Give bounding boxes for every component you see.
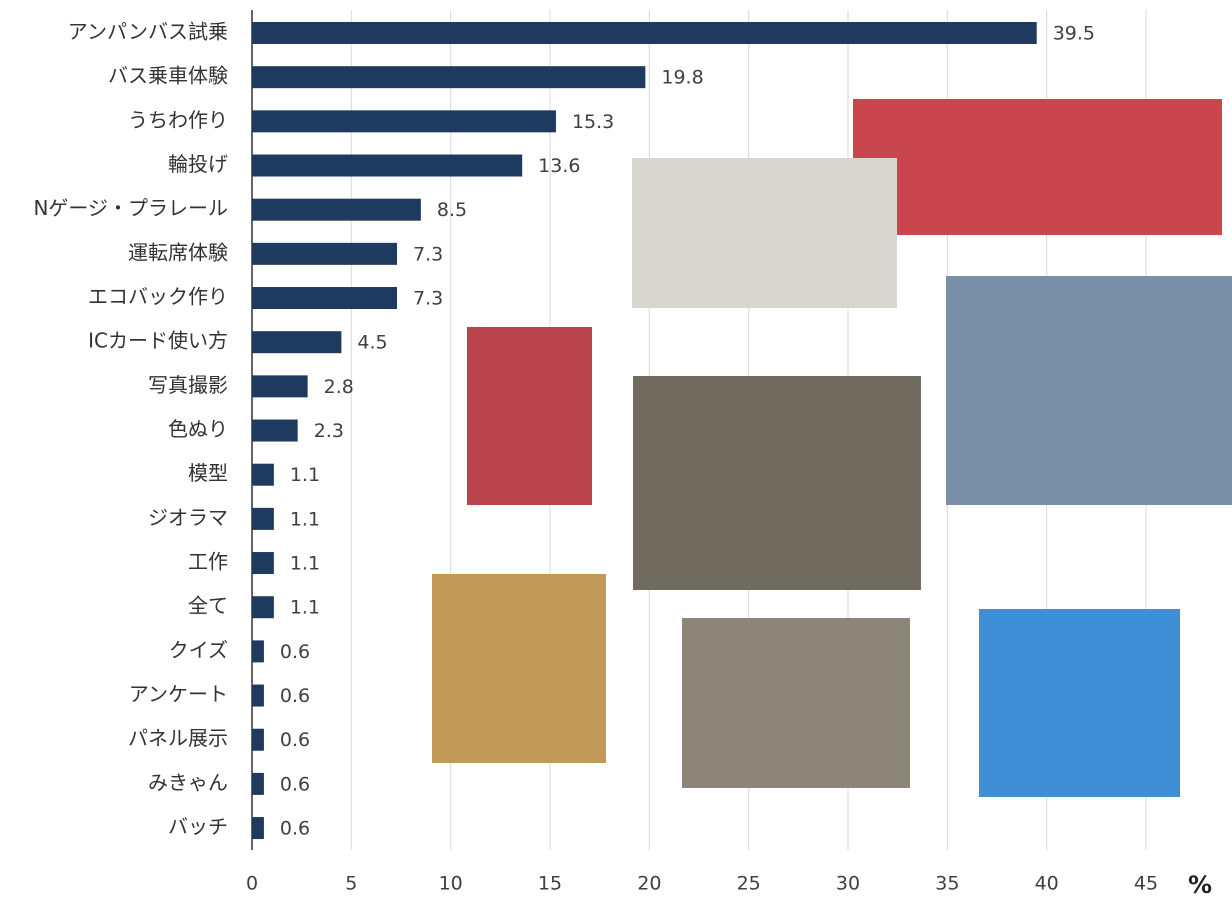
bar — [252, 375, 308, 398]
photo — [979, 609, 1180, 797]
y-tick-label: 輪投げ — [168, 152, 228, 176]
photo — [632, 158, 897, 308]
bar — [252, 66, 646, 89]
data-label: 2.8 — [324, 376, 354, 398]
bar — [252, 684, 264, 707]
data-label: 7.3 — [413, 243, 443, 265]
bar — [252, 198, 421, 221]
y-tick-label: バッチ — [168, 815, 228, 839]
bar — [252, 817, 264, 840]
data-label: 2.3 — [314, 420, 344, 442]
data-label: 13.6 — [538, 155, 580, 177]
bar — [252, 331, 342, 354]
data-label: 15.3 — [572, 111, 614, 133]
photo — [682, 618, 910, 788]
x-tick-label: 45 — [1134, 873, 1158, 895]
bar — [252, 552, 274, 575]
y-tick-label: ジオラマ — [148, 505, 228, 529]
y-tick-label: みきゃん — [148, 770, 228, 794]
y-tick-label: ICカード使い方 — [88, 329, 228, 353]
bar — [252, 242, 398, 265]
bar — [252, 22, 1037, 44]
y-tick-label: 工作 — [188, 550, 228, 574]
y-tick-label: 全て — [188, 594, 228, 618]
photo — [467, 327, 592, 505]
x-tick-label: 20 — [637, 873, 661, 895]
x-tick-label: 0 — [246, 873, 258, 895]
bar — [252, 640, 264, 663]
data-label: 19.8 — [661, 67, 703, 89]
x-tick-label: 40 — [1035, 873, 1059, 895]
y-tick-label: アンパンバス試乗 — [68, 20, 228, 44]
bar — [252, 507, 274, 530]
y-tick-label: パネル展示 — [128, 726, 228, 750]
data-label: 0.6 — [280, 773, 310, 795]
y-tick-label: 写真撮影 — [148, 373, 228, 397]
photo — [946, 276, 1232, 505]
y-tick-label: うちわ作り — [128, 108, 228, 132]
photos — [432, 99, 1232, 797]
data-label: 39.5 — [1053, 23, 1095, 45]
photo — [432, 574, 606, 763]
y-tick-label: 色ぬり — [168, 417, 228, 441]
data-label: 1.1 — [290, 553, 320, 575]
data-label: 0.6 — [280, 818, 310, 840]
x-tick-label: 30 — [836, 873, 860, 895]
bar — [252, 728, 264, 751]
bar — [252, 287, 398, 310]
y-tick-label: Nゲージ・プラレール — [33, 196, 228, 220]
data-label: 1.1 — [290, 508, 320, 530]
bar — [252, 154, 523, 177]
y-tick-label: 模型 — [188, 461, 228, 485]
bar — [252, 110, 556, 133]
y-tick-label: 運転席体験 — [128, 240, 228, 264]
data-label: 7.3 — [413, 288, 443, 310]
data-label: 4.5 — [357, 332, 387, 354]
bar — [252, 463, 274, 486]
data-label: 0.6 — [280, 729, 310, 751]
bar — [252, 772, 264, 795]
data-label: 0.6 — [280, 641, 310, 663]
bar — [252, 596, 274, 619]
data-label: 1.1 — [290, 464, 320, 486]
data-label: 8.5 — [437, 199, 467, 221]
y-tick-label: バス乗車体験 — [108, 64, 228, 88]
photo — [633, 376, 921, 590]
y-tick-label: エコバック作り — [88, 285, 228, 309]
y-tick-label: アンケート — [129, 682, 228, 706]
x-tick-label: 35 — [935, 873, 959, 895]
data-label: 1.1 — [290, 597, 320, 619]
photo — [853, 99, 1222, 235]
x-axis-label: % — [1188, 871, 1212, 898]
x-tick-label: 15 — [538, 873, 562, 895]
x-tick-label: 25 — [737, 873, 761, 895]
data-label: 0.6 — [280, 685, 310, 707]
bar — [252, 419, 298, 442]
x-tick-label: 5 — [345, 873, 357, 895]
y-tick-label: クイズ — [169, 638, 228, 662]
x-tick-label: 10 — [439, 873, 463, 895]
